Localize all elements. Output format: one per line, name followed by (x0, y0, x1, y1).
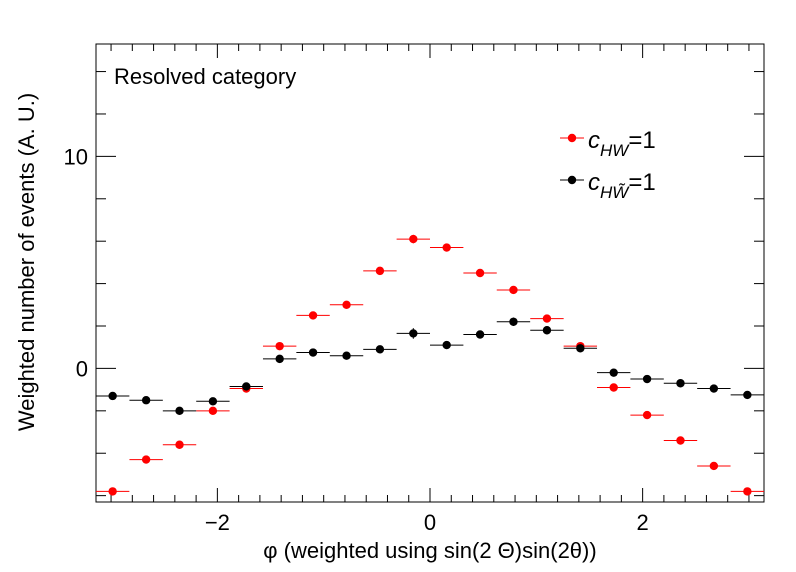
data-point (509, 317, 518, 326)
data-point (542, 314, 552, 323)
legend-entry-label: cHW=1 (588, 127, 656, 160)
data-point (208, 397, 218, 406)
data-point (342, 351, 351, 360)
data-series (95, 234, 765, 496)
data-point (275, 341, 284, 351)
data-point (509, 285, 518, 295)
data-point (642, 374, 652, 384)
data-point (542, 326, 552, 335)
data-point (676, 436, 685, 445)
data-point (375, 345, 385, 354)
data-point (475, 268, 485, 278)
data-point (308, 311, 318, 320)
data-point (108, 487, 117, 496)
y-tick-label: 10 (64, 144, 88, 169)
series (95, 317, 765, 416)
legend-entry-label: cHW̃=1 (588, 169, 656, 202)
data-point (709, 461, 719, 471)
data-point (743, 390, 752, 400)
chart-annotation: Resolved category (114, 64, 296, 89)
data-point (175, 440, 184, 449)
legend-marker (567, 175, 577, 185)
y-tick-label: 0 (76, 356, 88, 381)
data-point (175, 406, 184, 416)
data-point (275, 354, 284, 364)
data-point (208, 406, 218, 416)
y-axis-title: Weighted number of events (A. U.) (14, 93, 39, 431)
series (95, 234, 765, 496)
data-point (308, 348, 318, 357)
data-point (709, 384, 719, 393)
data-point (743, 487, 752, 496)
legend-marker (567, 133, 577, 143)
data-point (342, 300, 351, 310)
legend: cHW=1 cHW̃=1 (560, 127, 656, 202)
data-point (108, 391, 117, 401)
x-tick-label: 2 (637, 510, 649, 535)
data-point (141, 396, 151, 405)
data-point (642, 410, 652, 420)
data-point (409, 234, 418, 244)
data-point (375, 266, 385, 276)
data-point (141, 455, 151, 464)
data-point (609, 383, 618, 392)
data-point (409, 329, 418, 338)
data-point (242, 382, 251, 391)
x-tick-label: 0 (424, 510, 436, 535)
data-point (442, 340, 451, 350)
data-point (676, 379, 685, 388)
axes: −2 0 2 0 10 (64, 43, 765, 535)
x-tick-label: −2 (205, 510, 230, 535)
x-axis-title: φ (weighted using sin(2 Θ)sin(2θ)) (263, 538, 596, 563)
data-point (609, 368, 618, 377)
data-point (475, 330, 485, 339)
data-point (442, 243, 451, 252)
data-point (576, 344, 585, 353)
